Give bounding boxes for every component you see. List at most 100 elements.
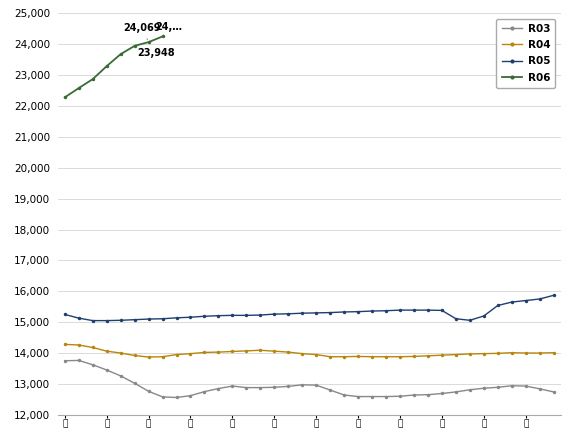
R04 — [257, 347, 264, 353]
R04 — [355, 354, 362, 359]
R05 — [536, 296, 543, 301]
Line: R06: R06 — [63, 35, 164, 99]
R03 — [369, 394, 376, 399]
R05 — [215, 313, 222, 318]
R03 — [89, 362, 96, 368]
R06 — [103, 63, 110, 69]
R04 — [523, 351, 529, 356]
R05 — [453, 316, 460, 322]
R03 — [215, 386, 222, 391]
R03 — [523, 384, 529, 389]
R05 — [173, 315, 180, 321]
R04 — [410, 354, 417, 359]
Line: R04: R04 — [63, 343, 555, 359]
R04 — [327, 354, 334, 359]
R03 — [410, 392, 417, 398]
R03 — [397, 393, 403, 399]
R03 — [480, 385, 487, 391]
R05 — [61, 312, 68, 317]
R03 — [257, 385, 264, 390]
R04 — [215, 349, 222, 355]
R04 — [383, 354, 390, 359]
R04 — [103, 348, 110, 354]
R05 — [494, 303, 501, 308]
R05 — [159, 316, 166, 322]
R06 — [75, 86, 82, 91]
R04 — [439, 352, 446, 358]
R05 — [550, 293, 557, 298]
R04 — [397, 354, 403, 359]
R03 — [313, 383, 320, 388]
R03 — [299, 382, 306, 388]
R05 — [117, 318, 124, 323]
R05 — [466, 318, 473, 323]
R05 — [201, 314, 208, 319]
R03 — [117, 373, 124, 379]
R05 — [257, 312, 264, 318]
R03 — [327, 388, 334, 393]
R06 — [145, 39, 152, 45]
R03 — [424, 392, 431, 397]
R04 — [243, 348, 250, 354]
R03 — [75, 358, 82, 363]
R03 — [355, 394, 362, 399]
Text: 23,948: 23,948 — [138, 48, 175, 58]
R04 — [75, 343, 82, 348]
R03 — [285, 384, 292, 389]
R05 — [271, 311, 278, 317]
R03 — [229, 384, 236, 389]
R05 — [410, 307, 417, 313]
R03 — [131, 380, 138, 386]
R04 — [61, 342, 68, 347]
R05 — [383, 308, 390, 314]
R04 — [173, 352, 180, 357]
R05 — [75, 315, 82, 321]
R04 — [159, 354, 166, 359]
R04 — [201, 350, 208, 355]
R04 — [453, 352, 460, 357]
R04 — [271, 348, 278, 354]
R06 — [117, 51, 124, 57]
R05 — [145, 316, 152, 322]
R05 — [89, 318, 96, 323]
R05 — [508, 299, 515, 305]
R04 — [508, 350, 515, 355]
Text: 24,069: 24,069 — [124, 23, 161, 40]
R04 — [299, 351, 306, 356]
R04 — [494, 351, 501, 356]
R05 — [424, 307, 431, 313]
Legend: R03, R04, R05, R06: R03, R04, R05, R06 — [497, 19, 555, 88]
R06 — [89, 76, 96, 82]
R03 — [439, 391, 446, 396]
Text: 24,…: 24,… — [155, 22, 183, 37]
R03 — [494, 384, 501, 390]
R04 — [480, 351, 487, 356]
R04 — [187, 351, 194, 356]
R04 — [369, 354, 376, 359]
R05 — [299, 310, 306, 316]
R05 — [327, 310, 334, 315]
R04 — [117, 351, 124, 356]
R05 — [285, 311, 292, 317]
R03 — [159, 394, 166, 400]
R05 — [480, 313, 487, 318]
R03 — [383, 394, 390, 399]
Line: R03: R03 — [63, 359, 555, 399]
R06 — [159, 34, 166, 39]
R05 — [439, 308, 446, 313]
R05 — [340, 309, 347, 314]
R04 — [424, 353, 431, 359]
R04 — [536, 351, 543, 356]
R04 — [340, 354, 347, 359]
R04 — [466, 351, 473, 357]
R04 — [550, 350, 557, 355]
R03 — [271, 384, 278, 390]
R03 — [145, 388, 152, 394]
R05 — [397, 307, 403, 313]
R03 — [243, 385, 250, 390]
R03 — [103, 368, 110, 373]
R03 — [550, 389, 557, 395]
R03 — [61, 358, 68, 363]
R03 — [340, 392, 347, 398]
R03 — [201, 389, 208, 394]
